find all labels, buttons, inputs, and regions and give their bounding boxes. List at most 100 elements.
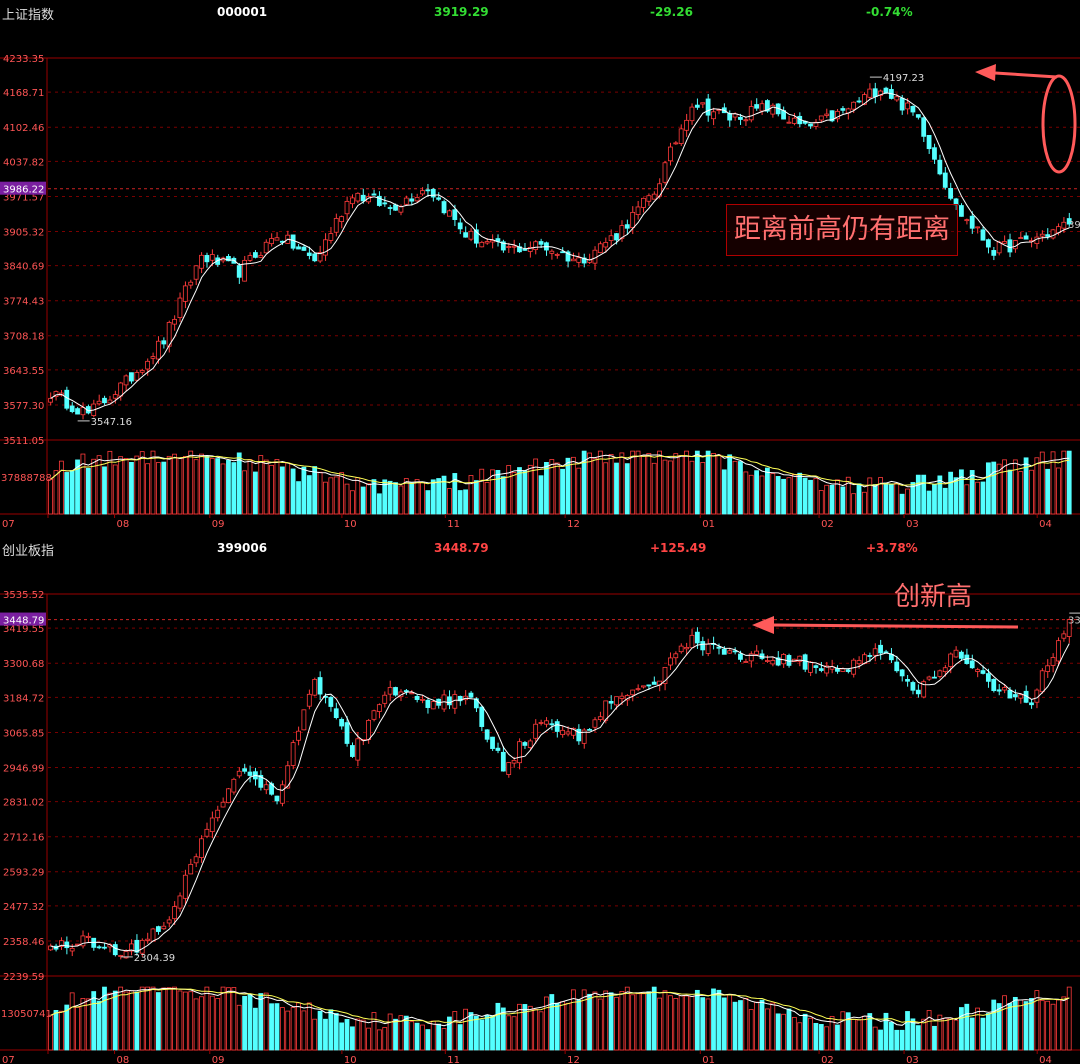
candle-body [247,255,253,261]
volume-bar [107,450,113,515]
candle-body [705,98,711,116]
sh-index-name: 上证指数 [2,8,55,23]
right-edge-price-label: 33 [1068,616,1080,627]
candle-body [452,209,458,220]
cy-index-panel: 创业板指 399006 3448.79 +125.49 +3.78% 3535.… [0,536,1080,1064]
candle-body [1007,689,1013,699]
volume-bar [867,1013,873,1051]
volume-bar [139,986,145,1051]
volume-bar [1023,1001,1029,1051]
volume-bar [641,455,646,515]
sh-candlestick-chart[interactable]: 4233.35 4168.71 4102.46 4037.82 3971.57 3905.… [0,0,1080,528]
candle-body [139,370,145,373]
candle-body [182,874,188,899]
volume-bar [1061,450,1067,515]
candle-body [619,695,625,699]
candle-body [447,696,452,706]
cy-candlestick-chart[interactable]: 3535.52 3419.55 3300.68 3184.72 3065.85 2946.… [0,536,1080,1064]
price-axis-label: 3184.72 [3,693,44,704]
volume-bar [403,1015,409,1051]
candle-body [797,655,803,662]
volume-bar [107,992,113,1051]
volume-bar [468,475,474,515]
volume-bar [597,998,603,1051]
volume-bar [69,992,75,1051]
candle-body [678,645,684,653]
volume-bar [1007,1003,1013,1051]
candle-body [894,96,900,101]
sh-index-code: 000001 [217,5,268,19]
volume-bar [980,1017,986,1051]
candle-body [301,246,307,251]
candle-body [985,673,991,682]
sh-annotation-box: 距离前高仍有距离 [726,204,958,256]
candle-body [711,111,716,120]
volume-bar [333,476,339,515]
volume-bar [1018,471,1024,515]
candle-body [522,248,528,251]
candle-body [150,356,156,359]
candle-body [878,644,883,654]
candle-body [856,100,862,103]
volume-bar [533,458,539,515]
candle-body [247,771,253,776]
price-axis-label: 3643.55 [3,366,44,377]
volume-bar [856,483,862,515]
candle-body [226,788,231,804]
volume-bar [888,483,894,515]
candle-body [694,104,700,108]
volume-bar [177,990,183,1051]
candle-body [570,258,576,262]
volume-bar [1029,998,1034,1051]
cy-index-name: 创业板指 [2,544,55,559]
volume-bar [689,460,695,515]
volume-bar [301,466,307,515]
volume-bar [290,1007,296,1051]
candle-body [155,340,161,360]
cy-index-change: +125.49 [650,541,707,555]
moving-average-line [50,92,1070,412]
volume-bar [711,988,716,1051]
price-axis-label: 3065.85 [3,728,44,739]
candle-body [770,104,776,115]
candle-body [527,740,533,748]
volume-bar [867,477,873,515]
month-label: 12 [567,1055,580,1064]
volume-bar [614,996,619,1051]
volume-bar [721,997,727,1051]
volume-bar [829,484,835,515]
candle-body [748,653,754,662]
candle-body [301,709,307,731]
candle-body [118,955,124,957]
volume-bar [700,997,706,1051]
volume-bar [457,1024,463,1051]
volume-bar [285,462,291,515]
candle-body [910,682,916,691]
volume-bar [1050,451,1056,515]
candle-body [673,142,679,145]
candle-body [64,389,70,409]
volume-bar [829,1016,835,1051]
candle-body [296,246,301,250]
volume-bar [581,450,587,515]
volume-bar [759,999,765,1051]
volume-bar [522,470,528,515]
candle-body [403,197,409,205]
sh-index-change: -29.26 [650,5,693,19]
candle-body [808,661,813,673]
candle-body [926,676,932,680]
candle-body [522,742,528,746]
volume-bar [765,467,770,515]
volume-bar [226,987,231,1051]
volume-bar [323,481,328,515]
volume-bar [58,460,64,515]
volume-bar [53,470,59,515]
volume-bar [711,453,716,515]
volume-bar [177,457,183,515]
candle-body [323,239,328,256]
candle-body [64,941,70,949]
candle-body [641,685,646,688]
volume-bar [414,479,420,515]
volume-bar [624,986,630,1051]
candle-body [905,102,910,110]
